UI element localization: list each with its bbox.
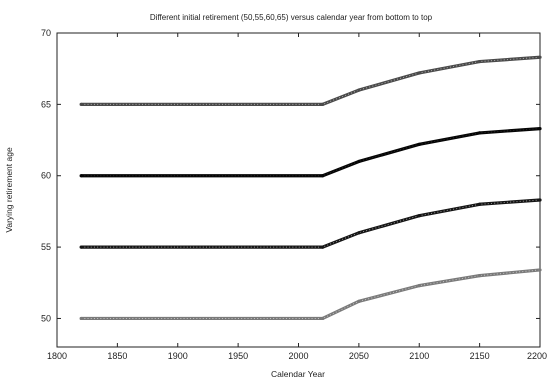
y-tick-label: 70 [41, 28, 51, 38]
y-tick-label: 55 [41, 242, 51, 252]
series-line [81, 270, 540, 319]
data-point [538, 56, 541, 59]
x-axis-title: Calendar Year [271, 369, 325, 379]
x-tick-label: 1900 [168, 351, 188, 361]
x-tick-label: 1950 [228, 351, 248, 361]
series-3 [80, 127, 542, 177]
x-tick-label: 1850 [107, 351, 127, 361]
series-2 [80, 198, 542, 248]
data-point [357, 160, 360, 163]
data-point [321, 245, 324, 248]
data-point [321, 103, 324, 106]
data-point [478, 60, 481, 63]
x-tick-label: 2050 [349, 351, 369, 361]
data-point [478, 131, 481, 134]
data-point [418, 71, 421, 74]
y-tick-label: 65 [41, 99, 51, 109]
x-tick-label: 2000 [288, 351, 308, 361]
series-1 [80, 268, 542, 320]
series-line [81, 57, 540, 104]
plot-frame [57, 33, 540, 347]
y-tick-label: 50 [41, 313, 51, 323]
data-point [80, 317, 83, 320]
data-point [321, 317, 324, 320]
data-point [538, 198, 541, 201]
data-point [418, 214, 421, 217]
data-point [80, 174, 83, 177]
x-tick-label: 1800 [47, 351, 67, 361]
x-tick-label: 2200 [527, 351, 547, 361]
data-point [80, 245, 83, 248]
data-point [357, 88, 360, 91]
data-point [418, 143, 421, 146]
y-axis-title: Varying retirement age [4, 147, 14, 233]
chart-title: Different initial retirement (50,55,60,6… [150, 13, 433, 22]
plot-area [80, 56, 542, 320]
series-line [81, 129, 540, 176]
data-point [321, 174, 324, 177]
data-point [80, 103, 83, 106]
data-point [357, 231, 360, 234]
data-point [418, 284, 421, 287]
data-point [538, 268, 541, 271]
data-point [538, 127, 541, 130]
y-tick-label: 60 [41, 171, 51, 181]
x-axis: 1800 1850 1900 1950 2000 2050 2100 2150 2200 [47, 33, 547, 361]
data-point [478, 274, 481, 277]
data-point [357, 300, 360, 303]
series-4 [80, 56, 542, 106]
x-tick-label: 2100 [409, 351, 429, 361]
x-tick-label: 2150 [470, 351, 490, 361]
series-line [81, 200, 540, 247]
data-point [478, 203, 481, 206]
